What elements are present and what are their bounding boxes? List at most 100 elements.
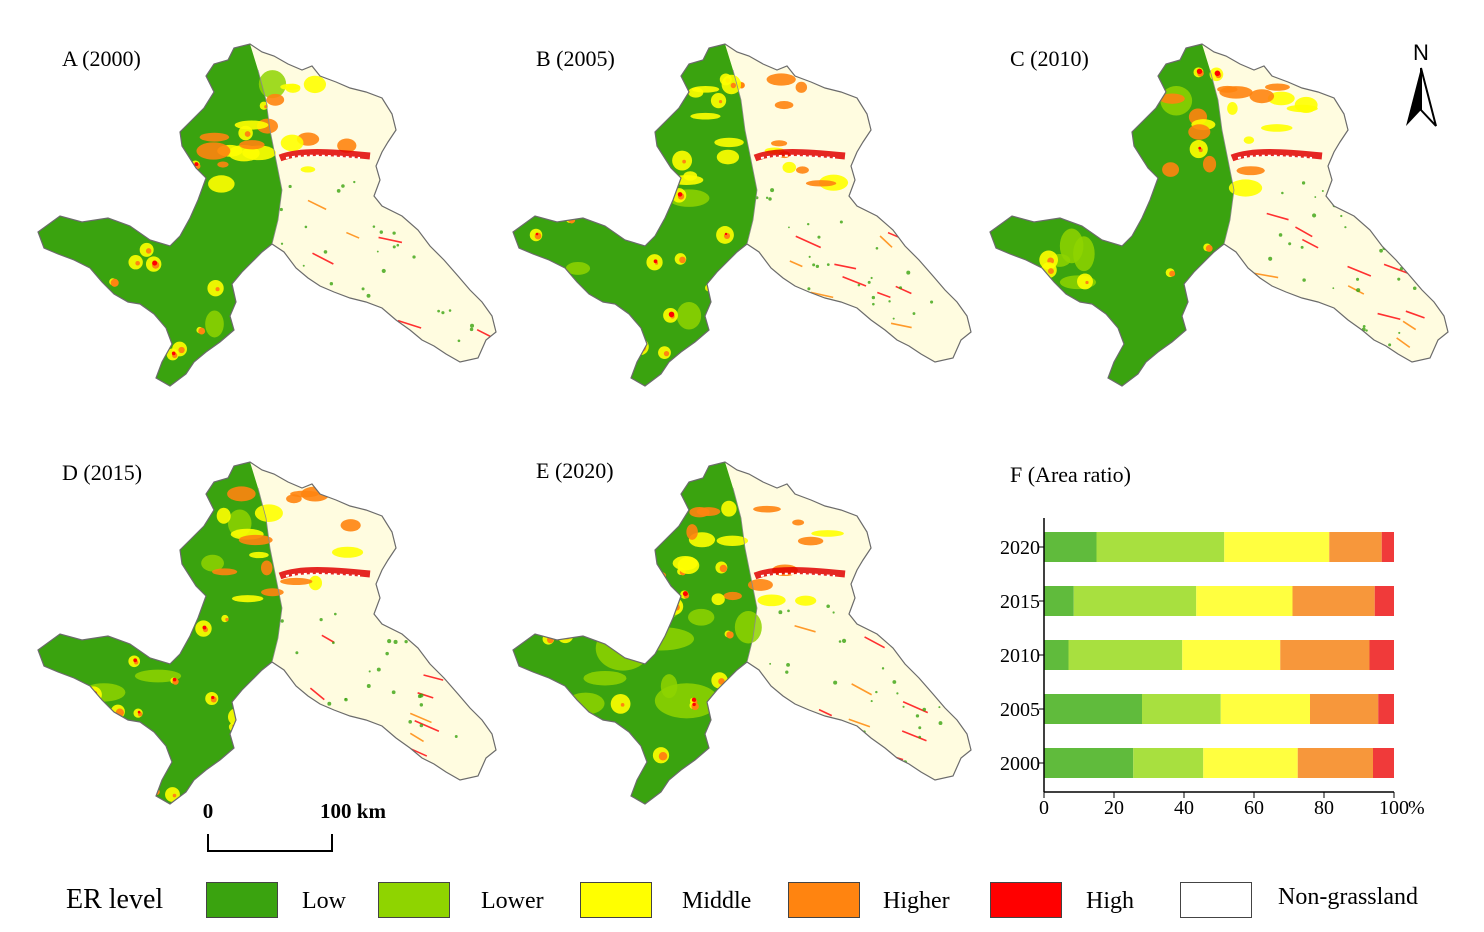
map-speck (387, 639, 392, 644)
map-patch-higher (144, 515, 152, 523)
map-streak (795, 235, 822, 249)
map-patch-belt (677, 556, 700, 574)
map-speck (321, 337, 325, 341)
map-streak (346, 231, 360, 239)
map-streak (1405, 216, 1429, 224)
map-patch-lower (1088, 347, 1108, 378)
map-patch-belt (688, 87, 704, 98)
map-speck (788, 226, 790, 229)
map-patch-middle (992, 150, 1011, 169)
panel-label-b: B (2005) (536, 46, 615, 71)
map-patch-middle (216, 779, 226, 789)
map-patch-lower (59, 283, 100, 297)
map-internal-boundary (732, 487, 758, 663)
map-speck (419, 723, 424, 728)
map-speck (875, 247, 879, 250)
map-patch-higher (1202, 332, 1210, 339)
north-arrow-icon: N (1406, 40, 1437, 127)
map-patch-lower (121, 203, 159, 224)
map-speck (329, 282, 334, 286)
map-patch-belt (350, 483, 369, 501)
map-patch-higher (528, 71, 532, 76)
map-speck (847, 312, 850, 315)
map-patch-higher (679, 256, 686, 264)
map-patch-lower (521, 157, 566, 182)
map-patch-higher (578, 517, 585, 523)
map-patch-middle (125, 746, 139, 761)
map-patch-middle (540, 99, 555, 114)
map-internal-boundary (1209, 69, 1235, 245)
map-streak (818, 708, 833, 717)
map-patch-middle (652, 205, 660, 213)
map-patch-middle (121, 79, 128, 86)
map-patch-lower (565, 261, 591, 275)
map-speck (871, 295, 876, 300)
map-speck (1356, 288, 1361, 293)
map-patch-lower (564, 167, 599, 192)
map-patch-high (203, 364, 209, 371)
map-patch-higher (550, 719, 556, 726)
map-streak (1266, 212, 1289, 221)
map-patch-middle (138, 510, 155, 526)
map-patch-middle (53, 776, 72, 795)
map-patch-belt (771, 140, 788, 147)
map-patch-high (243, 300, 248, 305)
map-patch-belt (766, 73, 796, 86)
map-patch-high (542, 498, 549, 505)
map-patch-belt (797, 536, 824, 546)
map-ridge-snow (1237, 154, 1313, 159)
map-patch-lower (578, 77, 615, 110)
map-patch-higher (180, 577, 186, 582)
map-patch-belt (795, 166, 809, 174)
map-patch-middle (1016, 301, 1036, 321)
map-patch-lower (119, 734, 154, 753)
map-patch-lower (91, 146, 119, 160)
map-patch-high (692, 702, 696, 707)
map-streak (1396, 337, 1411, 349)
map-streak (378, 236, 403, 244)
map-patch-middle (1064, 55, 1075, 66)
map-patch-higher (125, 313, 131, 319)
bar-2010-low (1044, 640, 1069, 670)
map-patch-high (535, 232, 539, 236)
map-patch-middle (47, 275, 59, 288)
map-patch-high (1118, 79, 1122, 84)
map-patch-middle (525, 185, 539, 199)
map-patch-lower (660, 674, 678, 699)
map-patch-lower (531, 294, 556, 312)
map-patch-middle (623, 640, 630, 647)
panel-label-f: F (Area ratio) (1010, 462, 1131, 487)
map-patch-higher (1119, 82, 1123, 86)
map-patch-higher (126, 104, 133, 111)
map-speck (922, 209, 927, 214)
map-region-east (725, 462, 971, 780)
map-patch-middle (1072, 164, 1084, 176)
map-speck (804, 320, 809, 325)
map-patch-higher (50, 511, 59, 520)
y-tick-label: 2010 (1000, 645, 1040, 667)
map-patch-lower (628, 627, 695, 651)
map-patch-higher (1058, 326, 1066, 335)
map-speck (943, 685, 947, 690)
map-streak (309, 687, 325, 701)
map-patch-higher (592, 84, 596, 88)
map-patch-high (133, 658, 138, 663)
legend-label-higher: Higher (883, 888, 950, 914)
map-patch-higher (73, 521, 81, 530)
map-patch-lower (112, 333, 154, 361)
scale-bar-line (207, 834, 333, 852)
map-patch-higher (648, 494, 655, 501)
map-patch-higher (1085, 182, 1093, 190)
map-patch-belt (1265, 83, 1290, 91)
map-patch-belt (266, 93, 285, 106)
scale-bar-end: 100 km (320, 799, 386, 823)
map-speck (791, 300, 796, 304)
legend-label-lower: Lower (481, 888, 544, 914)
bar-2020-middle (1224, 532, 1330, 562)
map-patch-belt (723, 591, 742, 601)
map-speck (929, 667, 932, 670)
map-ridge-high (753, 567, 846, 580)
map-speck (466, 215, 471, 220)
map-speck (787, 609, 790, 613)
map-streak (834, 263, 857, 270)
